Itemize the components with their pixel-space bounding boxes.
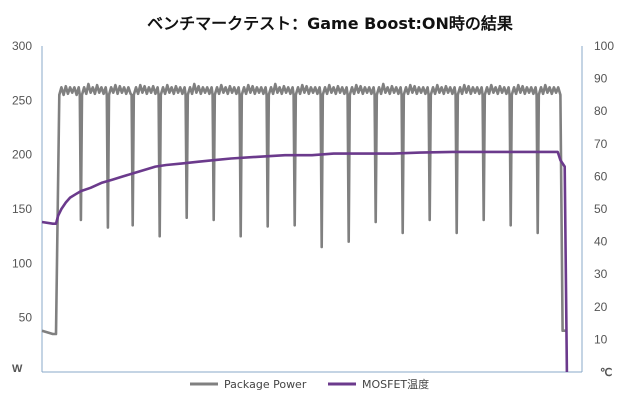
- y-right-tick-label: 50: [594, 202, 608, 216]
- legend-item-mosfet-temp: MOSFET温度: [328, 377, 429, 391]
- y-left-tick-label: 300: [12, 39, 32, 53]
- y-axis-right-unit: ℃: [600, 367, 612, 379]
- y-right-tick-label: 20: [594, 300, 608, 314]
- y-axis-left-ticks: 50 100 150 200 250 300: [12, 39, 32, 325]
- legend-label-package-power: Package Power: [224, 378, 307, 391]
- legend-item-package-power: Package Power: [190, 378, 307, 391]
- y-right-tick-label: 40: [594, 235, 608, 249]
- y-left-tick-label: 100: [12, 256, 32, 270]
- y-right-tick-label: 90: [594, 72, 608, 86]
- y-right-tick-label: 70: [594, 137, 608, 151]
- y-right-tick-label: 100: [594, 39, 614, 53]
- series-line-package-power: [41, 82, 567, 336]
- y-left-tick-label: 50: [19, 311, 33, 325]
- y-right-tick-label: 60: [594, 169, 608, 183]
- y-axis-left-unit: W: [12, 363, 23, 375]
- y-right-tick-label: 80: [594, 104, 608, 118]
- y-left-tick-label: 200: [12, 148, 32, 162]
- y-left-tick-label: 250: [12, 93, 32, 107]
- legend: Package Power MOSFET温度: [190, 377, 429, 391]
- chart-title: ベンチマークテスト：Game Boost:ON時の結果: [147, 14, 513, 33]
- series-line-mosfet-temp: [41, 150, 569, 373]
- series-layer: [41, 82, 569, 373]
- axes: [41, 46, 583, 373]
- y-left-tick-label: 150: [12, 202, 32, 216]
- legend-label-mosfet-temp: MOSFET温度: [362, 377, 429, 391]
- y-axis-right-ticks: 10 20 30 40 50 60 70 80 90 100: [594, 39, 614, 346]
- y-right-tick-label: 10: [594, 332, 608, 346]
- y-right-tick-label: 30: [594, 267, 608, 281]
